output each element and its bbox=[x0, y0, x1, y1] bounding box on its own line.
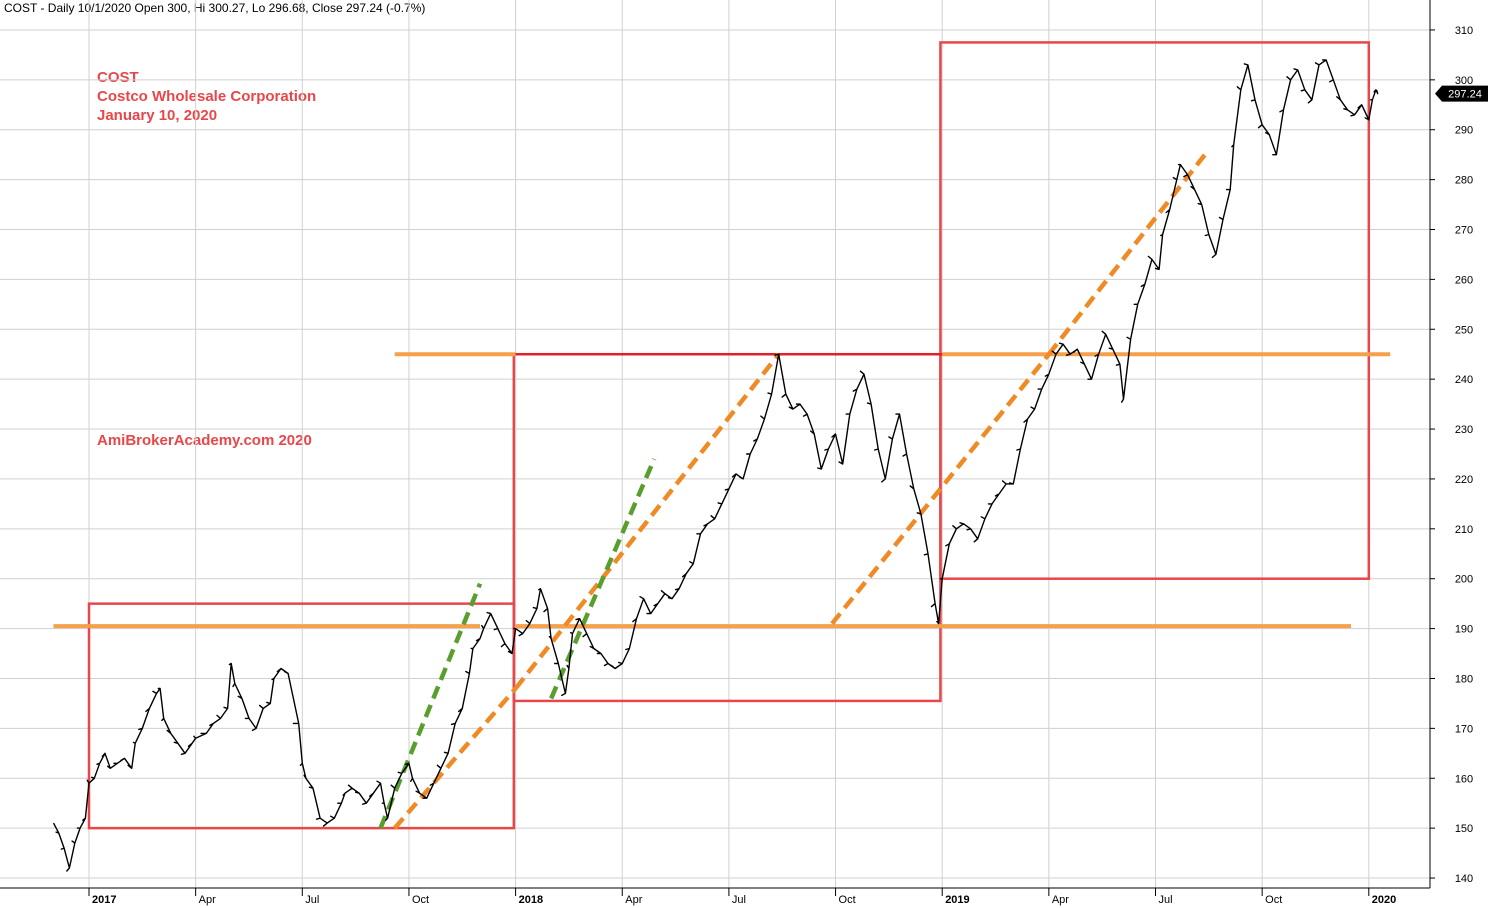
orange-trendline bbox=[393, 686, 518, 830]
x-tick-label: Jul bbox=[305, 894, 319, 906]
x-tick-label: Apr bbox=[199, 894, 216, 906]
support-resistance-lines bbox=[53, 352, 1391, 629]
x-tick-label: 2019 bbox=[945, 894, 969, 906]
orange-trendline bbox=[513, 352, 781, 690]
last-price-badge-shape bbox=[1435, 85, 1488, 102]
chart-header: COST - Daily 10/1/2020 Open 300, Hi 300.… bbox=[4, 1, 426, 15]
green-trendline bbox=[549, 458, 657, 700]
y-tick-label: 220 bbox=[1455, 474, 1473, 486]
green-trendline bbox=[378, 582, 483, 829]
watermark-annotation: AmiBrokerAcademy.com 2020 bbox=[97, 432, 312, 449]
y-tick-label: 250 bbox=[1455, 324, 1473, 336]
orange-trendline bbox=[1047, 148, 1211, 356]
y-tick-label: 190 bbox=[1455, 624, 1473, 636]
y-tick-label: 240 bbox=[1455, 374, 1473, 386]
y-tick-label: 270 bbox=[1455, 225, 1473, 237]
x-tick-label: 2020 bbox=[1372, 894, 1396, 906]
trendlines bbox=[378, 148, 1211, 830]
x-tick-label: Oct bbox=[412, 894, 429, 906]
x-tick-label: Oct bbox=[1265, 894, 1282, 906]
range-boxes bbox=[87, 41, 1371, 830]
range-box bbox=[87, 602, 516, 830]
company-annotation: Costco Wholesale Corporation bbox=[97, 88, 317, 105]
y-tick-label: 150 bbox=[1455, 823, 1473, 835]
x-tick-label: Jul bbox=[732, 894, 746, 906]
y-tick-label: 300 bbox=[1455, 75, 1473, 87]
x-tick-label: Apr bbox=[625, 894, 642, 906]
y-tick-label: 280 bbox=[1455, 175, 1473, 187]
y-tick-label: 180 bbox=[1455, 673, 1473, 685]
y-tick-label: 230 bbox=[1455, 424, 1473, 436]
price-series bbox=[52, 59, 1379, 872]
y-tick-label: 260 bbox=[1455, 274, 1473, 286]
range-box bbox=[939, 41, 1371, 580]
range-box bbox=[512, 352, 942, 703]
ticker-annotation: COST bbox=[97, 69, 139, 86]
price-line bbox=[52, 59, 1379, 872]
y-tick-label: 170 bbox=[1455, 723, 1473, 735]
y-tick-label: 290 bbox=[1455, 125, 1473, 137]
last-price-label: 297.24 bbox=[1448, 89, 1482, 101]
x-tick-label: Jul bbox=[1159, 894, 1173, 906]
y-tick-label: 200 bbox=[1455, 574, 1473, 586]
grid-lines bbox=[0, 0, 1430, 888]
y-tick-label: 160 bbox=[1455, 773, 1473, 785]
date-annotation: January 10, 2020 bbox=[97, 107, 218, 124]
x-tick-label: 2017 bbox=[92, 894, 116, 906]
y-tick-label: 310 bbox=[1455, 25, 1473, 37]
x-tick-label: 2018 bbox=[519, 894, 543, 906]
x-tick-label: Apr bbox=[1052, 894, 1069, 906]
last-price-badge: 297.24 bbox=[1435, 85, 1488, 102]
x-tick-label: Oct bbox=[839, 894, 856, 906]
y-tick-label: 140 bbox=[1455, 873, 1473, 885]
orange-trendline bbox=[830, 352, 1051, 626]
y-tick-label: 210 bbox=[1455, 524, 1473, 536]
